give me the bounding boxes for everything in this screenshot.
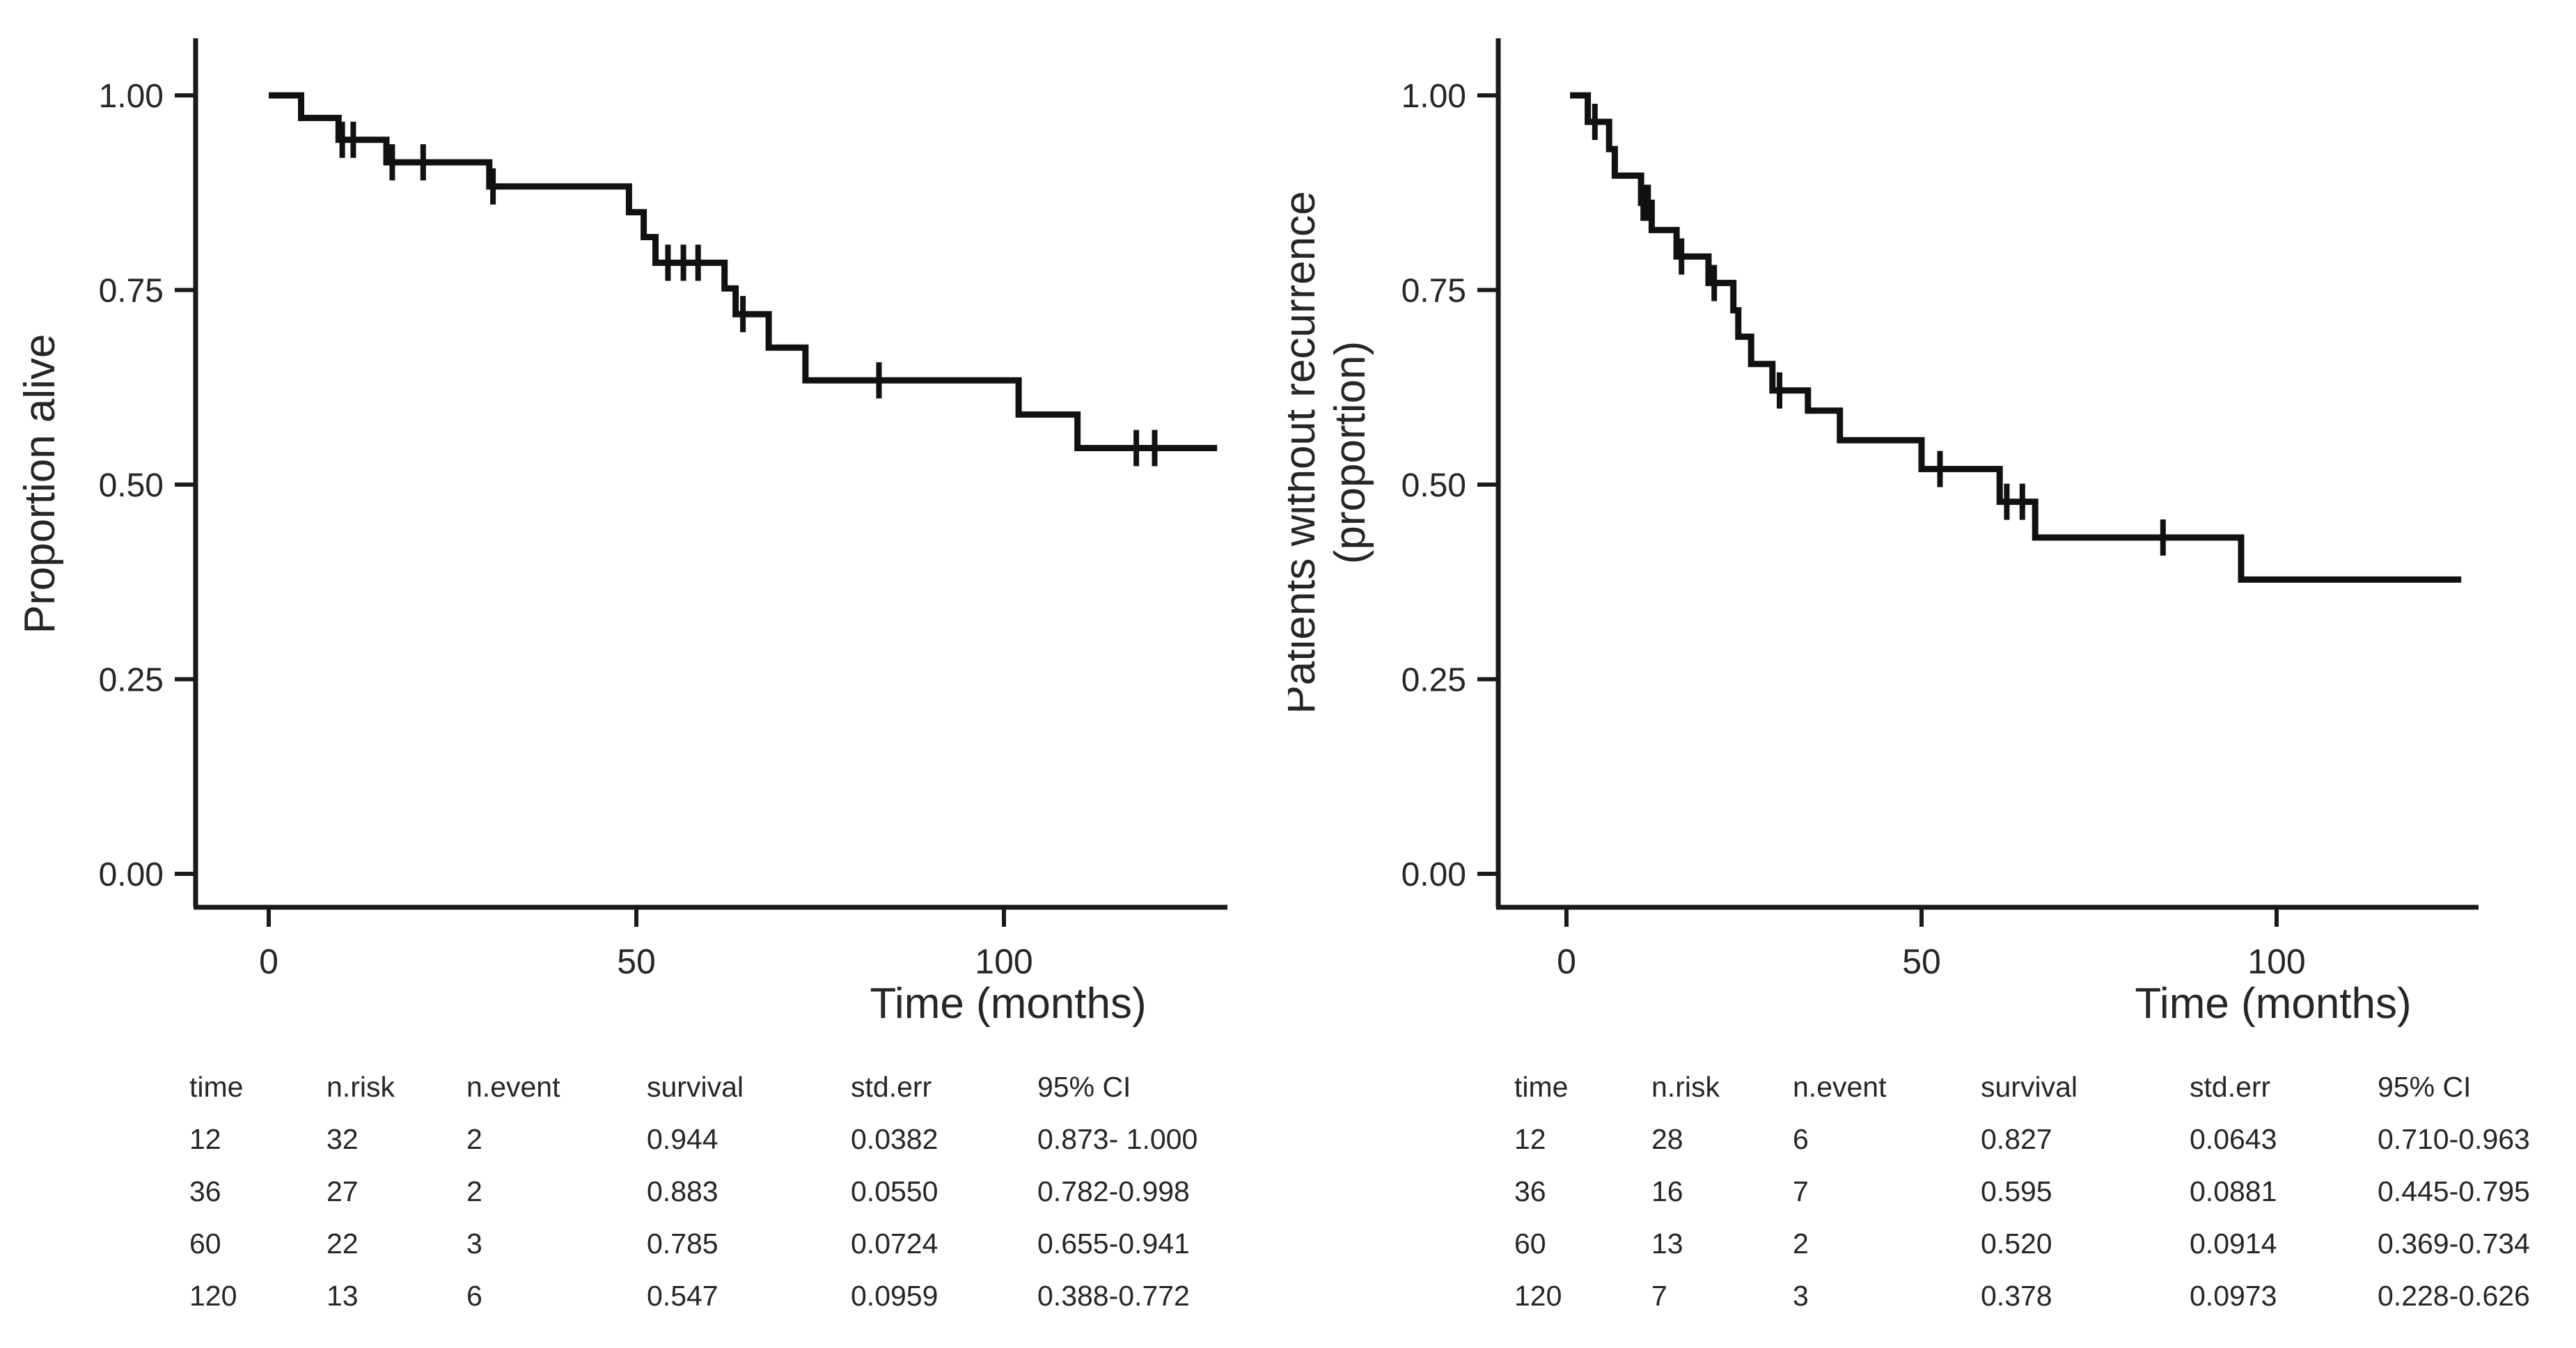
summary-cell: 2 — [466, 1175, 482, 1207]
summary-cell: 12 — [189, 1123, 221, 1155]
summary-cell: 0.0724 — [851, 1228, 938, 1260]
summary-cell: 0.873- 1.000 — [1037, 1123, 1198, 1155]
summary-col-header: n.risk — [1651, 1071, 1720, 1103]
y-tick-label: 1.00 — [1401, 78, 1466, 115]
summary-cell: 0.547 — [647, 1280, 718, 1312]
summary-cell: 0.378 — [1981, 1280, 2052, 1312]
summary-cell: 32 — [327, 1123, 359, 1155]
summary-col-header: time — [189, 1071, 244, 1103]
summary-cell: 0.0643 — [2190, 1123, 2277, 1155]
summary-cell: 3 — [466, 1228, 482, 1260]
summary-cell: 120 — [189, 1280, 237, 1312]
summary-col-header: std.err — [2190, 1071, 2271, 1103]
summary-cell: 22 — [327, 1228, 359, 1260]
summary-cell: 27 — [327, 1175, 359, 1207]
x-tick-label: 50 — [1902, 942, 1941, 981]
km-step-curve — [1570, 92, 2462, 583]
summary-cell: 6 — [1793, 1123, 1809, 1155]
summary-cell: 16 — [1651, 1175, 1683, 1207]
x-axis-title: Time (months) — [2135, 980, 2411, 1028]
recurrence-panel: 1.00 0.75 0.50 0.25 0.00 0 50 100 Patients witho… — [1288, 0, 2576, 1348]
summary-cell: 0.369-0.734 — [2378, 1228, 2530, 1260]
summary-cell: 0.388-0.772 — [1037, 1280, 1190, 1312]
summary-cell: 60 — [1514, 1228, 1546, 1260]
summary-cell: 36 — [189, 1175, 221, 1207]
summary-cell: 0.0382 — [851, 1123, 938, 1155]
summary-cell: 12 — [1514, 1123, 1546, 1155]
summary-col-header: 95% CI — [1037, 1071, 1131, 1103]
summary-cell: 0.883 — [647, 1175, 718, 1207]
y-axis-title: (proportion) — [1326, 341, 1374, 564]
y-axis-title: Patients without recurrence — [1288, 191, 1324, 714]
y-tick-label: 0.50 — [1401, 467, 1466, 504]
summary-col-header: survival — [1981, 1071, 2078, 1103]
summary-cell: 120 — [1514, 1280, 1562, 1312]
summary-cell: 0.710-0.963 — [2378, 1123, 2530, 1155]
summary-cell: 0.445-0.795 — [2378, 1175, 2530, 1207]
y-axis-title: Proportion alive — [16, 334, 64, 634]
x-axis-title: Time (months) — [870, 980, 1146, 1028]
summary-cell: 28 — [1651, 1123, 1683, 1155]
x-tick-label: 0 — [259, 942, 278, 981]
y-tick-label: 0.00 — [99, 856, 164, 893]
summary-col-header: n.risk — [327, 1071, 395, 1103]
summary-cell: 7 — [1651, 1280, 1667, 1312]
y-tick-label: 1.00 — [99, 78, 164, 115]
summary-cell: 0.0881 — [2190, 1175, 2277, 1207]
summary-cell: 2 — [466, 1123, 482, 1155]
summary-cell: 7 — [1793, 1175, 1809, 1207]
summary-cell: 0.595 — [1981, 1175, 2052, 1207]
summary-cell: 0.785 — [647, 1228, 718, 1260]
summary-col-header: time — [1514, 1071, 1569, 1103]
km-chart-recurrence-free: 1.00 0.75 0.50 0.25 0.00 0 50 100 Patients witho… — [1288, 38, 2479, 1028]
summary-cell: 6 — [466, 1280, 482, 1312]
summary-cell: 0.228-0.626 — [2378, 1280, 2530, 1312]
km-chart-overall-survival: 1.00 0.75 0.50 0.25 0.00 0 50 100 Proportion ali… — [16, 38, 1227, 1028]
summary-cell: 0.0959 — [851, 1280, 938, 1312]
summary-col-header: 95% CI — [2378, 1071, 2472, 1103]
summary-cell: 60 — [189, 1228, 221, 1260]
y-tick-label: 0.50 — [99, 467, 164, 504]
summary-col-header: std.err — [851, 1071, 932, 1103]
y-tick-label: 0.25 — [99, 662, 164, 699]
summary-cell: 0.0914 — [2190, 1228, 2277, 1260]
y-tick-label: 0.75 — [1401, 273, 1466, 310]
summary-col-header: n.event — [466, 1071, 560, 1103]
summary-col-header: n.event — [1793, 1071, 1887, 1103]
summary-cell: 0.827 — [1981, 1123, 2052, 1155]
survival-panel: 1.00 0.75 0.50 0.25 0.00 0 50 100 Proportion ali… — [16, 38, 1227, 1322]
x-tick-label: 100 — [975, 942, 1032, 981]
summary-cell: 0.655-0.941 — [1037, 1228, 1190, 1260]
summary-col-header: survival — [647, 1071, 744, 1103]
summary-cell: 0.0973 — [2190, 1280, 2277, 1312]
summary-cell: 0.0550 — [851, 1175, 938, 1207]
x-tick-label: 0 — [1557, 942, 1576, 981]
y-tick-label: 0.75 — [99, 273, 164, 310]
recurrence-summary-table: time n.risk n.event survival std.err 95% CI 12… — [1514, 1061, 2545, 1322]
summary-cell: 0.944 — [647, 1123, 718, 1155]
summary-cell: 3 — [1793, 1280, 1809, 1312]
km-step-curve — [269, 92, 1218, 451]
x-tick-label: 50 — [617, 942, 656, 981]
summary-cell: 13 — [327, 1280, 359, 1312]
summary-cell: 13 — [1651, 1228, 1683, 1260]
x-tick-label: 100 — [2247, 942, 2305, 981]
summary-cell: 36 — [1514, 1175, 1546, 1207]
y-tick-label: 0.00 — [1401, 856, 1466, 893]
summary-cell: 0.520 — [1981, 1228, 2052, 1260]
survival-summary-table: time n.risk n.event survival std.err 95% CI 12… — [189, 1061, 1204, 1322]
summary-cell: 0.782-0.998 — [1037, 1175, 1190, 1207]
summary-cell: 2 — [1793, 1228, 1809, 1260]
y-tick-label: 0.25 — [1401, 662, 1466, 699]
